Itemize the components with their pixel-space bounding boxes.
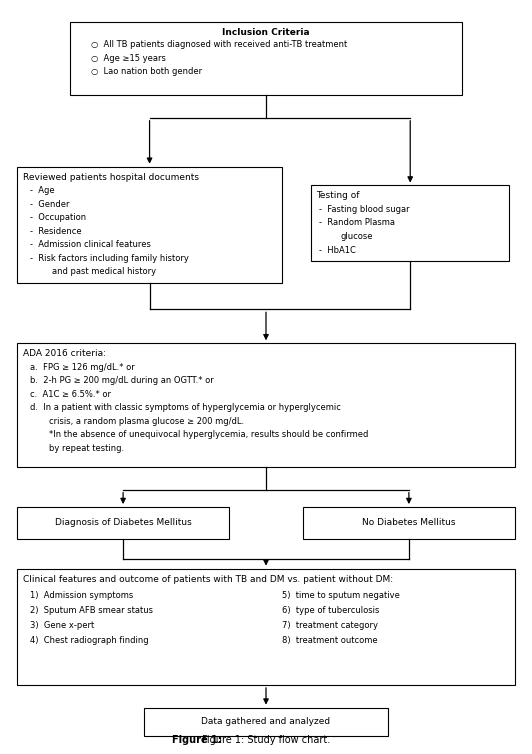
Text: ○  Age ≥15 years: ○ Age ≥15 years <box>92 54 166 63</box>
Text: 1)  Admission symptoms: 1) Admission symptoms <box>30 591 134 600</box>
Text: ○  All TB patients diagnosed with received anti-TB treatment: ○ All TB patients diagnosed with receive… <box>92 41 347 50</box>
Text: 4)  Chest radiograph finding: 4) Chest radiograph finding <box>30 636 149 645</box>
FancyBboxPatch shape <box>17 343 515 467</box>
Text: 6)  type of tuberculosis: 6) type of tuberculosis <box>282 606 379 615</box>
FancyBboxPatch shape <box>17 569 515 685</box>
Text: d.  In a patient with classic symptoms of hyperglycemia or hyperglycemic: d. In a patient with classic symptoms of… <box>30 403 342 412</box>
Text: Clinical features and outcome of patients with TB and DM vs. patient without DM:: Clinical features and outcome of patient… <box>22 575 393 584</box>
Text: c.  A1C ≥ 6.5%.* or: c. A1C ≥ 6.5%.* or <box>30 390 112 399</box>
Text: Inclusion Criteria: Inclusion Criteria <box>222 28 310 37</box>
Text: 2)  Sputum AFB smear status: 2) Sputum AFB smear status <box>30 606 154 615</box>
Text: 7)  treatment category: 7) treatment category <box>282 621 378 630</box>
Text: *In the absence of unequivocal hyperglycemia, results should be confirmed: *In the absence of unequivocal hyperglyc… <box>49 431 368 440</box>
Text: b.  2-h PG ≥ 200 mg/dL during an OGTT.* or: b. 2-h PG ≥ 200 mg/dL during an OGTT.* o… <box>30 376 214 385</box>
FancyBboxPatch shape <box>311 185 510 261</box>
FancyBboxPatch shape <box>17 507 229 538</box>
Text: 3)  Gene x-pert: 3) Gene x-pert <box>30 621 95 630</box>
Text: -  HbA1C: - HbA1C <box>319 246 356 255</box>
Text: Figure 1: Study flow chart.: Figure 1: Study flow chart. <box>202 735 330 745</box>
Text: ADA 2016 criteria:: ADA 2016 criteria: <box>22 349 105 358</box>
FancyBboxPatch shape <box>144 707 388 736</box>
Text: ○  Lao nation both gender: ○ Lao nation both gender <box>92 68 203 76</box>
Text: Testing of: Testing of <box>317 192 360 201</box>
Text: -  Gender: - Gender <box>30 200 70 209</box>
Text: glucose: glucose <box>340 232 372 241</box>
FancyBboxPatch shape <box>303 507 515 538</box>
FancyBboxPatch shape <box>70 22 462 95</box>
Text: -  Admission clinical features: - Admission clinical features <box>30 241 152 250</box>
Text: crisis, a random plasma glucose ≥ 200 mg/dL.: crisis, a random plasma glucose ≥ 200 mg… <box>49 417 244 426</box>
Text: and past medical history: and past medical history <box>52 268 156 276</box>
Text: by repeat testing.: by repeat testing. <box>49 444 124 453</box>
Text: Reviewed patients hospital documents: Reviewed patients hospital documents <box>22 173 198 182</box>
Text: -  Risk factors including family history: - Risk factors including family history <box>30 254 189 263</box>
Text: -  Random Plasma: - Random Plasma <box>319 219 395 228</box>
Text: Data gathered and analyzed: Data gathered and analyzed <box>202 717 330 726</box>
Text: -  Occupation: - Occupation <box>30 213 87 222</box>
Text: -  Age: - Age <box>30 186 55 195</box>
Text: -  Fasting blood sugar: - Fasting blood sugar <box>319 205 410 214</box>
Text: Figure 1:: Figure 1: <box>172 735 222 745</box>
Text: -  Residence: - Residence <box>30 227 82 236</box>
Text: Diagnosis of Diabetes Mellitus: Diagnosis of Diabetes Mellitus <box>55 518 192 527</box>
Text: No Diabetes Mellitus: No Diabetes Mellitus <box>362 518 455 527</box>
Text: 5)  time to sputum negative: 5) time to sputum negative <box>282 591 400 600</box>
Text: a.  FPG ≥ 126 mg/dL.* or: a. FPG ≥ 126 mg/dL.* or <box>30 363 135 372</box>
FancyBboxPatch shape <box>17 167 282 283</box>
Text: 8)  treatment outcome: 8) treatment outcome <box>282 636 378 645</box>
